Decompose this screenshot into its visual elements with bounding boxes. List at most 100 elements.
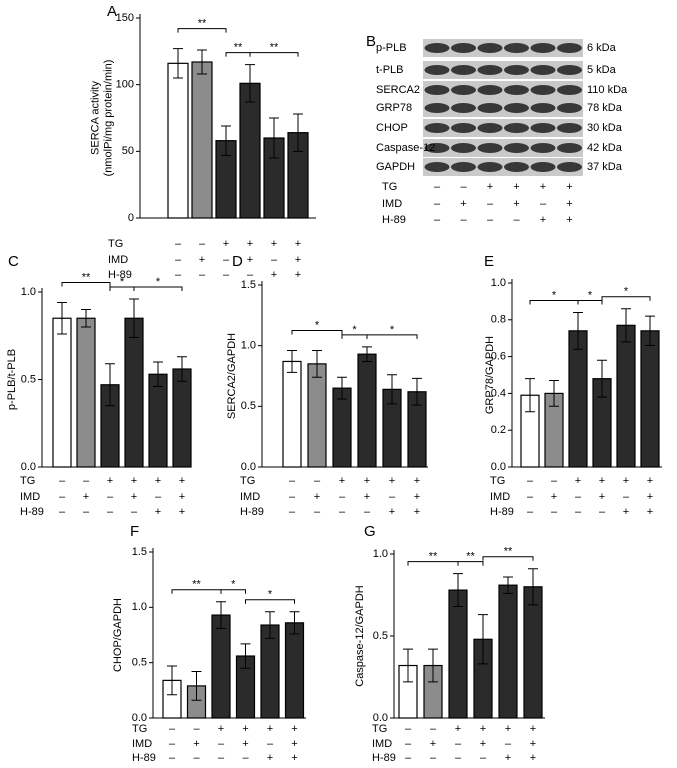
bar bbox=[282, 360, 302, 468]
treatment-sign: + bbox=[575, 475, 581, 487]
blot-band bbox=[530, 65, 556, 75]
y-axis-label: p-PLB/t-PLB bbox=[6, 349, 18, 410]
protein-size: 78 kDa bbox=[587, 102, 623, 114]
blot-band bbox=[424, 162, 450, 172]
treatment-sign: + bbox=[291, 738, 297, 750]
blot-band bbox=[424, 65, 450, 75]
bar bbox=[616, 324, 636, 468]
panel-letter: B bbox=[366, 33, 376, 50]
treatment-sign: – bbox=[460, 181, 467, 193]
treatment-sign: + bbox=[414, 491, 420, 503]
y-tick-label: 0.2 bbox=[491, 424, 506, 436]
treatment-sign: – bbox=[575, 491, 582, 503]
blot-band bbox=[530, 103, 556, 113]
treatment-sign: – bbox=[169, 738, 176, 750]
error-bar bbox=[387, 374, 397, 405]
blot-band bbox=[477, 123, 503, 133]
treatment-sign: – bbox=[131, 506, 138, 518]
bar bbox=[211, 614, 231, 719]
treatment-sign: – bbox=[218, 752, 225, 764]
treatment-sign: + bbox=[199, 254, 205, 266]
blot-band bbox=[477, 143, 503, 153]
significance-bracket bbox=[245, 599, 295, 604]
blot-band bbox=[477, 162, 503, 172]
treatment-label: IMD bbox=[372, 738, 392, 750]
treatment-sign: + bbox=[540, 214, 546, 226]
treatment-sign: – bbox=[59, 475, 66, 487]
blot-band bbox=[451, 103, 476, 113]
treatment-sign: + bbox=[455, 723, 461, 735]
y-tick-label: 0.0 bbox=[21, 461, 36, 473]
treatment-sign: + bbox=[247, 254, 253, 266]
treatment-sign: + bbox=[131, 475, 137, 487]
treatment-sign: – bbox=[405, 738, 412, 750]
error-bar bbox=[362, 346, 372, 362]
treatment-label: H-89 bbox=[240, 506, 264, 518]
bar bbox=[148, 373, 168, 468]
bar bbox=[448, 589, 468, 719]
treatment-sign: – bbox=[434, 214, 441, 226]
protein-size: 30 kDa bbox=[587, 122, 623, 134]
treatment-sign: + bbox=[414, 506, 420, 518]
treatment-sign: + bbox=[513, 181, 519, 193]
treatment-label: H-89 bbox=[132, 752, 156, 764]
treatment-sign: + bbox=[131, 491, 137, 503]
treatment-sign: + bbox=[267, 723, 273, 735]
treatment-sign: – bbox=[339, 491, 346, 503]
treatment-sign: – bbox=[540, 198, 547, 210]
error-bar bbox=[129, 298, 139, 338]
significance-bracket bbox=[220, 589, 246, 594]
error-bar bbox=[525, 378, 535, 413]
protein-size: 5 kDa bbox=[587, 64, 617, 76]
blot-band bbox=[557, 65, 582, 75]
error-bar bbox=[412, 377, 422, 406]
treatment-sign: – bbox=[364, 506, 371, 518]
blot-band bbox=[451, 162, 476, 172]
treatment-sign: + bbox=[530, 738, 536, 750]
treatment-sign: + bbox=[480, 723, 486, 735]
treatment-sign: + bbox=[647, 506, 653, 518]
treatment-sign: – bbox=[487, 214, 494, 226]
treatment-sign: – bbox=[267, 738, 274, 750]
error-bar bbox=[105, 363, 115, 407]
error-bar bbox=[173, 48, 183, 79]
treatment-sign: – bbox=[59, 506, 66, 518]
treatment-sign: – bbox=[193, 723, 200, 735]
treatment-sign: – bbox=[527, 475, 534, 487]
treatment-sign: – bbox=[455, 752, 462, 764]
treatment-sign: + bbox=[193, 738, 199, 750]
significance-bracket bbox=[291, 330, 343, 335]
y-tick-label: 0.4 bbox=[491, 387, 506, 399]
panel-letter: C bbox=[8, 253, 19, 270]
treatment-sign: – bbox=[289, 491, 296, 503]
treatment-sign: + bbox=[647, 491, 653, 503]
significance-bracket bbox=[177, 28, 227, 33]
blot-band bbox=[477, 103, 503, 113]
treatment-sign: + bbox=[179, 506, 185, 518]
blot-band bbox=[451, 65, 476, 75]
blot-band bbox=[504, 143, 529, 153]
blot-band bbox=[557, 123, 582, 133]
treatment-sign: – bbox=[575, 506, 582, 518]
treatment-sign: + bbox=[271, 269, 277, 281]
treatment-sign: – bbox=[314, 475, 321, 487]
treatment-sign: + bbox=[364, 475, 370, 487]
treatment-sign: + bbox=[566, 181, 572, 193]
significance-label: ** bbox=[270, 42, 279, 54]
treatment-sign: – bbox=[527, 506, 534, 518]
blot-band bbox=[557, 162, 582, 172]
treatment-sign: + bbox=[267, 752, 273, 764]
y-tick-label: 150 bbox=[116, 12, 134, 24]
treatment-sign: + bbox=[295, 238, 301, 250]
treatment-sign: + bbox=[566, 198, 572, 210]
treatment-label: TG bbox=[240, 475, 255, 487]
treatment-sign: – bbox=[242, 752, 249, 764]
treatment-sign: + bbox=[179, 491, 185, 503]
blot-band bbox=[504, 65, 529, 75]
treatment-label: IMD bbox=[240, 491, 260, 503]
significance-label: * bbox=[588, 289, 593, 301]
treatment-sign: – bbox=[599, 506, 606, 518]
treatment-sign: – bbox=[513, 214, 520, 226]
treatment-sign: + bbox=[566, 214, 572, 226]
